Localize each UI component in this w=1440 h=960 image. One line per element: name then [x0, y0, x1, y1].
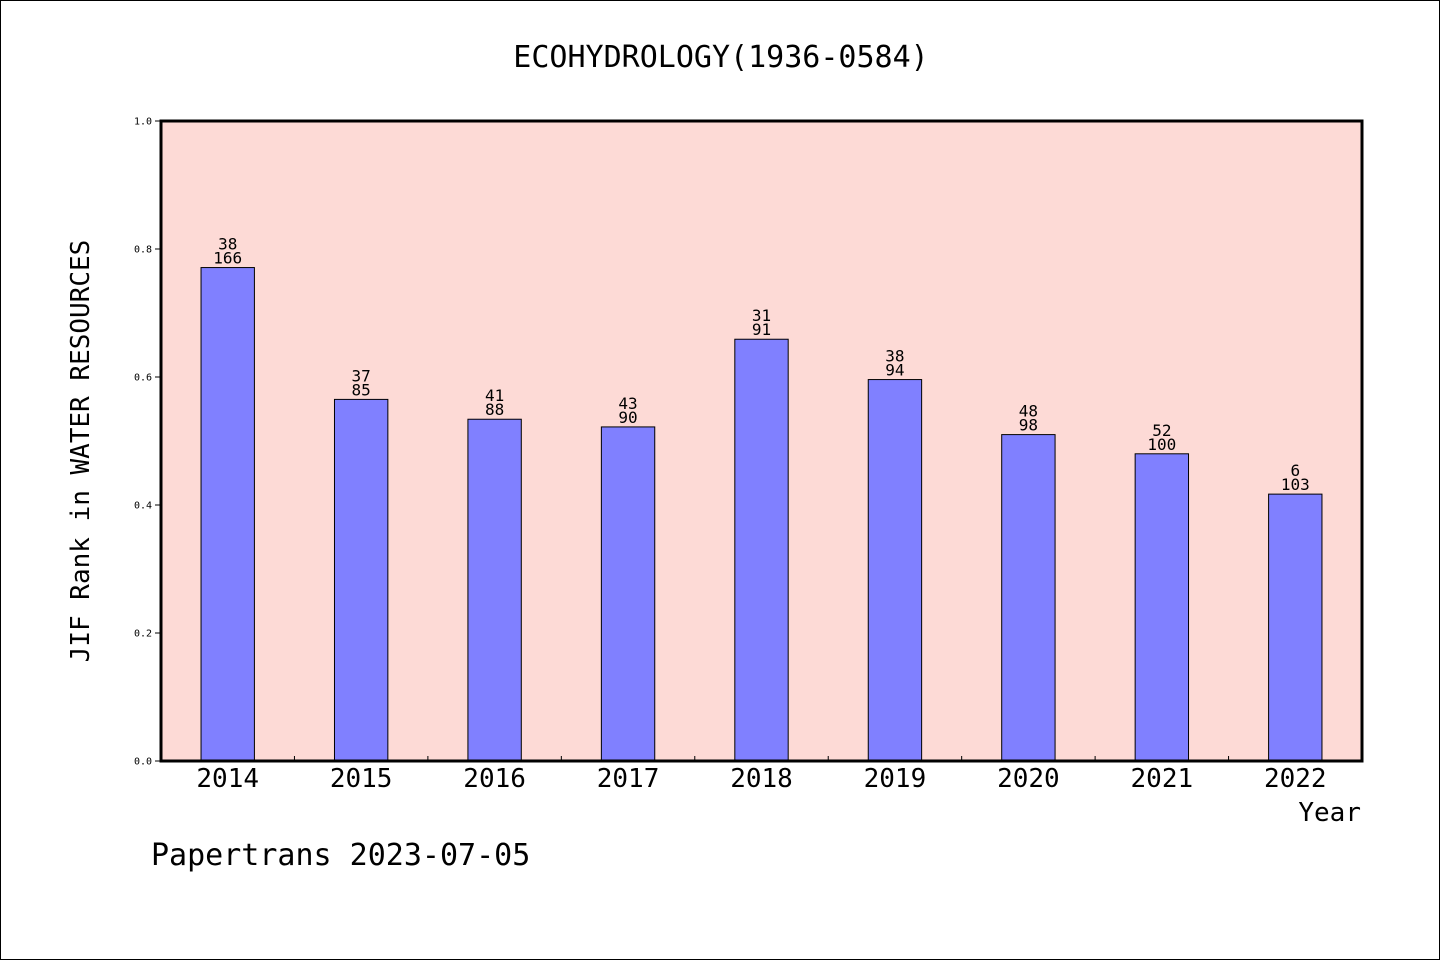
x-tick-label: 2017	[597, 764, 660, 794]
bar-total-label: 100	[1147, 435, 1176, 454]
footer-watermark: Papertrans 2023-07-05	[151, 838, 530, 873]
x-tick-label: 2014	[196, 764, 259, 794]
y-axis-label: JIF Rank in WATER RESOURCES	[66, 240, 96, 663]
bar	[734, 338, 789, 762]
bar-rank-label: 6	[1290, 461, 1300, 480]
y-tick-label: 1.0	[134, 117, 152, 128]
bar	[867, 379, 923, 762]
bar-rank-label: 31	[752, 306, 771, 325]
bar-rank-label: 38	[885, 347, 904, 366]
bar	[600, 426, 656, 762]
y-tick-label: 0.8	[134, 245, 152, 256]
x-axis-label: Year	[1298, 798, 1361, 828]
bar-total-label: 90	[618, 408, 637, 427]
bar-rank-label: 37	[352, 366, 371, 385]
x-tick-label: 2020	[997, 764, 1060, 794]
y-tick-label: 0.0	[134, 757, 152, 768]
x-tick-label: 2015	[330, 764, 393, 794]
x-tick-label: 2022	[1264, 764, 1327, 794]
bar	[1268, 493, 1323, 762]
x-tick-label: 2018	[730, 764, 793, 794]
x-tick-label: 2019	[864, 764, 927, 794]
x-tick-label: 2021	[1131, 764, 1194, 794]
y-tick-label: 0.6	[134, 373, 152, 384]
bar-total-label: 98	[1019, 416, 1038, 435]
bar-total-label: 166	[213, 249, 242, 268]
chart-title: ECOHYDROLOGY(1936-0584)	[513, 40, 928, 75]
y-tick-label: 0.4	[134, 501, 152, 512]
bar-rank-label: 38	[218, 235, 237, 254]
bar	[1001, 434, 1056, 762]
bar	[1134, 453, 1190, 762]
bar-rank-label: 52	[1152, 421, 1171, 440]
bar-total-label: 85	[352, 380, 371, 399]
bar	[333, 398, 389, 762]
y-tick-label: 0.2	[134, 629, 152, 640]
x-tick-label: 2016	[463, 764, 526, 794]
plot-frame	[159, 119, 1364, 763]
bar-total-label: 88	[485, 400, 504, 419]
bar-total-label: 91	[752, 320, 771, 339]
bar	[200, 267, 255, 762]
bar-rank-label: 41	[485, 386, 504, 405]
bar	[467, 418, 522, 762]
bar-rank-label: 48	[1019, 402, 1038, 421]
bar-total-label: 94	[885, 361, 904, 380]
bar-total-label: 103	[1281, 475, 1310, 494]
bar-rank-label: 43	[618, 394, 637, 413]
